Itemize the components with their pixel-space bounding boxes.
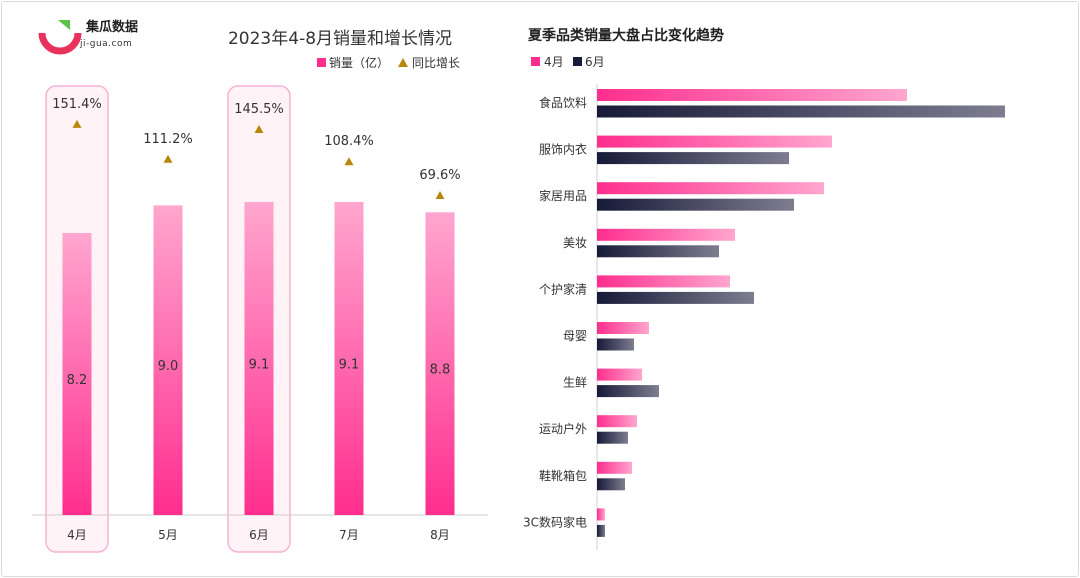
y-tick-label: 3C数码家电 <box>523 514 587 529</box>
legend-growth-label: 同比增长 <box>412 56 460 70</box>
legend-jun-label: 6月 <box>585 55 605 69</box>
sales-value-label: 8.8 <box>430 363 451 378</box>
sales-bar <box>244 201 274 515</box>
y-tick-label: 家居用品 <box>539 188 587 203</box>
sales-value-label: 9.1 <box>249 357 270 372</box>
jun-bar <box>597 478 625 491</box>
apr-bar <box>597 508 605 521</box>
x-tick-label: 7月 <box>339 528 359 542</box>
y-tick-label: 美妆 <box>563 236 587 250</box>
y-tick-label: 食品饮料 <box>539 95 587 110</box>
jun-bar <box>597 431 628 444</box>
chart1-plot: 8.2 151.4% 4月 9.0 111.2% 5月 9.1 145.5% 6月 9.1 108.… <box>32 85 488 553</box>
x-tick-label: 6月 <box>249 528 269 542</box>
jun-bar <box>597 105 1005 118</box>
legend-sales-swatch <box>317 58 326 67</box>
growth-value-label: 69.6% <box>419 168 460 183</box>
y-tick-label: 母婴 <box>563 329 587 343</box>
apr-bar <box>597 368 642 381</box>
sales-value-label: 9.0 <box>158 359 179 374</box>
apr-bar <box>597 182 824 195</box>
x-tick-label: 4月 <box>67 528 87 542</box>
apr-bar <box>597 89 907 101</box>
growth-marker-triangle-icon <box>72 119 82 128</box>
jun-bar <box>597 524 605 537</box>
y-tick-label: 运动户外 <box>539 421 587 436</box>
apr-bar <box>597 322 649 334</box>
jun-bar <box>597 291 754 304</box>
y-tick-label: 鞋靴箱包 <box>539 468 587 483</box>
apr-bar <box>597 415 637 428</box>
apr-bar <box>597 275 730 288</box>
logo: 集瓜数据 ji-gua.com <box>38 19 138 55</box>
jun-bar <box>597 385 659 398</box>
jun-bar <box>597 152 789 165</box>
sales-value-label: 9.1 <box>339 357 360 372</box>
jun-bar <box>597 245 719 258</box>
growth-value-label: 108.4% <box>324 134 374 149</box>
apr-bar <box>597 135 832 148</box>
x-tick-label: 8月 <box>430 528 450 542</box>
growth-value-label: 151.4% <box>52 97 102 112</box>
jun-bar <box>597 338 634 351</box>
growth-marker-triangle-icon <box>344 157 354 166</box>
legend-growth-triangle-icon <box>398 58 408 67</box>
apr-bar <box>597 461 632 474</box>
legend-jun-swatch <box>573 57 582 66</box>
legend-sales-label: 销量（亿） <box>329 55 389 70</box>
logo-domain: ji-gua.com <box>79 39 132 49</box>
growth-marker-triangle-icon <box>254 124 264 133</box>
apr-bar <box>597 228 735 241</box>
sales-bar <box>334 201 364 515</box>
sales-bar <box>153 205 183 515</box>
chart2-title: 夏季品类销量大盘占比变化趋势 <box>528 27 724 44</box>
y-tick-label: 生鲜 <box>563 376 587 390</box>
sales-value-label: 8.2 <box>67 373 88 388</box>
x-tick-label: 5月 <box>158 528 178 542</box>
chart1-title: 2023年4-8月销量和增长情况 <box>228 29 452 49</box>
growth-marker-triangle-icon <box>435 191 445 199</box>
growth-value-label: 111.2% <box>143 132 193 147</box>
logo-name: 集瓜数据 <box>85 19 138 35</box>
legend-apr-label: 4月 <box>544 55 564 69</box>
sales-bar <box>425 212 455 515</box>
logo-mark-icon <box>38 32 82 55</box>
logo-leaf-icon <box>58 20 70 30</box>
jun-bar <box>597 198 794 211</box>
growth-value-label: 145.5% <box>234 102 284 117</box>
sales-bar <box>62 232 92 516</box>
legend-apr-swatch <box>531 57 540 66</box>
y-tick-label: 个护家清 <box>539 281 587 296</box>
growth-marker-triangle-icon <box>163 154 173 163</box>
y-tick-label: 服饰内衣 <box>539 142 587 157</box>
